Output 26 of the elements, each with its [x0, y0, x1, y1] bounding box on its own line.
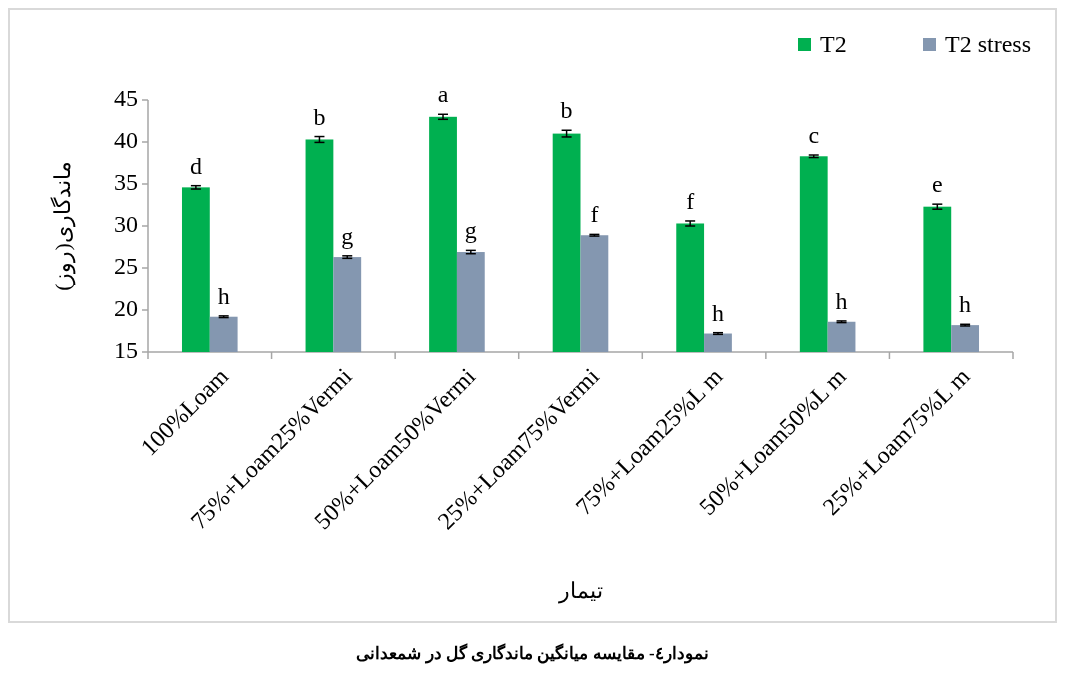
annotation: h — [217, 282, 230, 309]
y-tick-label: 35 — [114, 168, 138, 195]
annotation: g — [341, 222, 354, 249]
annotation: f — [686, 187, 695, 214]
y-tick-label: 45 — [114, 84, 138, 111]
annotation: b — [313, 103, 326, 130]
x-axis-title: تیمار — [557, 578, 603, 604]
annotation: d — [189, 152, 202, 179]
y-tick-label: 15 — [114, 336, 138, 363]
annotation: h — [711, 299, 724, 326]
y-tick-label: 30 — [114, 210, 138, 237]
annotation: a — [437, 81, 449, 108]
annotation: f — [590, 201, 599, 228]
annotation: e — [931, 171, 943, 198]
y-tick-label: 25 — [114, 252, 138, 279]
annotation: c — [808, 122, 820, 149]
annotation: b — [560, 97, 573, 124]
y-tick-label: 20 — [114, 294, 138, 321]
legend-label: T2 stress — [945, 30, 1031, 57]
annotation: g — [464, 217, 477, 244]
annotation: h — [835, 287, 848, 314]
y-tick-label: 40 — [114, 126, 138, 153]
text: نمودار٤- مقایسه میانگین ماندگاری گل در شمعدانی — [356, 643, 709, 664]
legend-label: T2 — [820, 30, 847, 57]
y-axis-title: ماندگاری(روز) — [50, 161, 76, 291]
annotation: h — [959, 291, 972, 318]
